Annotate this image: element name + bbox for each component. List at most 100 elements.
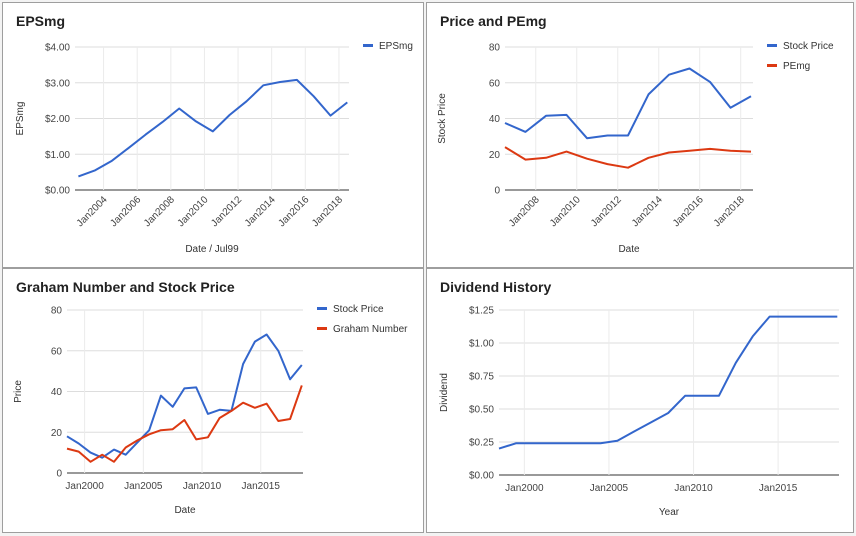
y-tick-label: $0.25 <box>469 438 494 449</box>
y-tick-label: $1.25 <box>469 306 494 317</box>
epsmg-data-point <box>127 146 130 149</box>
stock-price-data-point <box>708 80 711 83</box>
graham-number-series-line <box>66 385 303 463</box>
epsmg-data-point <box>77 175 80 178</box>
graham-chart-title: Graham Number and Stock Price <box>16 279 235 295</box>
x-axis-title: Year <box>659 507 680 518</box>
stock-price-data-point <box>585 137 588 140</box>
stock-price-data-point <box>749 95 752 98</box>
x-tick-label: Jan2018 <box>310 194 345 229</box>
epsmg-data-point <box>228 113 231 116</box>
x-tick-label: Jan2018 <box>712 194 747 229</box>
y-tick-label: 80 <box>489 43 501 54</box>
x-tick-label: Jan2000 <box>65 481 104 492</box>
stock-price-data-point <box>647 93 650 96</box>
graham-chart-panel: Graham Number and Stock Price 0 20 40 60 80 J… <box>2 268 424 533</box>
stock-price-data-point <box>626 134 629 137</box>
x-tick-label: Jan2008 <box>142 194 177 229</box>
dividend-data-point <box>785 315 788 318</box>
epsmg-data-point <box>295 78 298 81</box>
graham-number-data-point <box>89 460 92 463</box>
eps-chart-panel: EPSmg $0.00 $1.00 $2.00 $3.00 $4.00 Jan2004 Ja… <box>2 2 424 268</box>
graham-number-data-point <box>253 406 256 409</box>
stock-price-data-point <box>171 405 174 408</box>
stock-price-data-point <box>124 453 127 456</box>
dividend-data-point <box>819 315 822 318</box>
stock-price-data-point <box>218 408 221 411</box>
y-tick-label: $2.00 <box>45 114 70 125</box>
legend-swatch <box>317 307 327 310</box>
x-axis-title: Date <box>174 505 196 516</box>
graham-number-data-point <box>218 416 221 419</box>
y-tick-label: 40 <box>51 387 63 398</box>
dividend-data-point <box>683 394 686 397</box>
x-tick-label: Jan2010 <box>548 194 583 229</box>
y-tick-label: $1.00 <box>45 150 70 161</box>
epsmg-data-point <box>144 133 147 136</box>
eps-chart-title: EPSmg <box>16 13 66 29</box>
legend-swatch <box>767 64 777 67</box>
graham-number-data-point <box>112 460 115 463</box>
graham-number-data-point <box>242 401 245 404</box>
y-tick-label: $0.00 <box>45 186 70 197</box>
x-tick-label: Jan2006 <box>108 194 143 229</box>
legend-swatch <box>363 44 373 47</box>
pemg-data-point <box>688 149 691 152</box>
x-tick-label: Jan2005 <box>590 483 629 494</box>
y-tick-label: $0.50 <box>469 405 494 416</box>
stock-price-data-point <box>565 113 568 116</box>
stock-price-data-point <box>667 73 670 76</box>
y-tick-label: 60 <box>489 78 501 89</box>
graham-number-data-point <box>77 450 80 453</box>
stock-price-data-point <box>206 412 209 415</box>
epsmg-data-point <box>94 169 97 172</box>
epsmg-data-point <box>245 100 248 103</box>
stock-price-data-point <box>159 394 162 397</box>
dividend-data-point <box>751 335 754 338</box>
pemg-series-line <box>504 146 752 169</box>
x-axis-title: Date <box>618 244 640 255</box>
pemg-data-point <box>524 158 527 161</box>
graham-number-data-point <box>148 433 151 436</box>
dividend-data-point <box>548 442 551 445</box>
stock-price-data-point <box>544 114 547 117</box>
y-tick-label: 20 <box>489 150 501 161</box>
dividend-data-point <box>700 394 703 397</box>
y-tick-label: 40 <box>489 114 501 125</box>
pemg-data-point <box>749 150 752 153</box>
graham-number-data-point <box>101 453 104 456</box>
legend-label: PEmg <box>783 61 810 72</box>
pemg-data-point <box>503 146 506 149</box>
dividend-data-point <box>582 442 585 445</box>
stock-price-data-point <box>503 121 506 124</box>
epsmg-data-point <box>329 114 332 117</box>
y-axis-title: EPSmg <box>15 102 26 136</box>
legend-label: Stock Price <box>783 41 834 52</box>
x-tick-label: Jan2016 <box>277 194 312 229</box>
graham-number-data-point <box>288 417 291 420</box>
dividend-data-point <box>531 442 534 445</box>
pemg-data-point <box>667 151 670 154</box>
dividend-data-point <box>497 447 500 450</box>
graham-number-data-point <box>159 429 162 432</box>
stock-price-data-point <box>288 378 291 381</box>
y-tick-label: $0.75 <box>469 372 494 383</box>
graham-number-data-point <box>230 409 233 412</box>
stock-price-data-point <box>148 429 151 432</box>
y-tick-label: 60 <box>51 346 63 357</box>
legend-label: Stock Price <box>333 304 384 315</box>
x-tick-label: Jan2014 <box>630 194 665 229</box>
y-tick-label: $0.00 <box>469 471 494 482</box>
dividend-chart-panel: Dividend History $0.00 $0.25 $0.50 $0.75 $1.… <box>426 268 854 533</box>
stock-price-data-point <box>77 442 80 445</box>
stock-price-data-point <box>89 451 92 454</box>
x-tick-label: Jan2015 <box>242 481 281 492</box>
y-tick-label: $3.00 <box>45 78 70 89</box>
x-tick-label: Jan2008 <box>507 194 542 229</box>
dividend-data-point <box>802 315 805 318</box>
y-axis-title: Price <box>13 380 24 403</box>
graham-number-data-point <box>124 446 127 449</box>
y-axis-title: Dividend <box>439 373 450 412</box>
pemg-data-point <box>729 149 732 152</box>
